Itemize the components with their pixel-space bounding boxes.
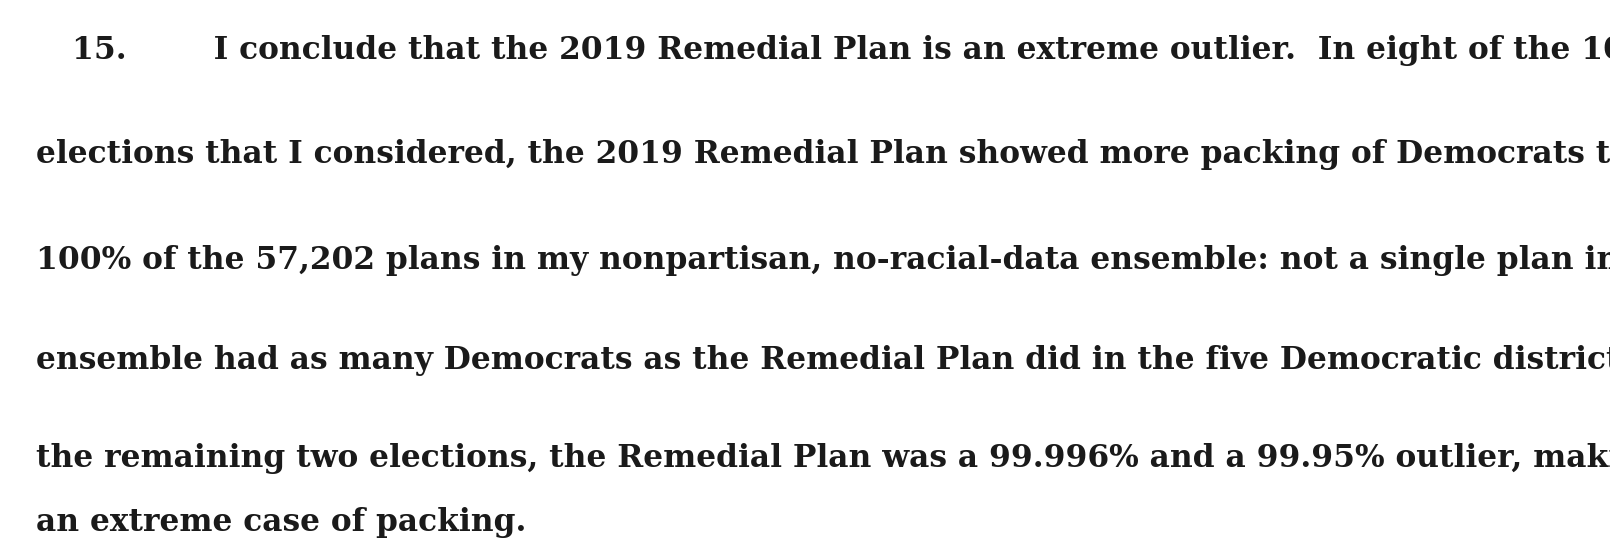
Text: 15.        I conclude that the 2019 Remedial Plan is an extreme outlier.  In eig: 15. I conclude that the 2019 Remedial Pl… bbox=[72, 35, 1610, 66]
Text: an extreme case of packing.: an extreme case of packing. bbox=[35, 506, 526, 538]
Text: 100% of the 57,202 plans in my nonpartisan, no-racial-data ensemble: not a singl: 100% of the 57,202 plans in my nonpartis… bbox=[35, 245, 1610, 276]
Text: the remaining two elections, the Remedial Plan was a 99.996% and a 99.95% outlie: the remaining two elections, the Remedia… bbox=[35, 442, 1610, 474]
Text: elections that I considered, the 2019 Remedial Plan showed more packing of Democ: elections that I considered, the 2019 Re… bbox=[35, 139, 1610, 170]
Text: ensemble had as many Democrats as the Remedial Plan did in the five Democratic d: ensemble had as many Democrats as the Re… bbox=[35, 344, 1610, 376]
